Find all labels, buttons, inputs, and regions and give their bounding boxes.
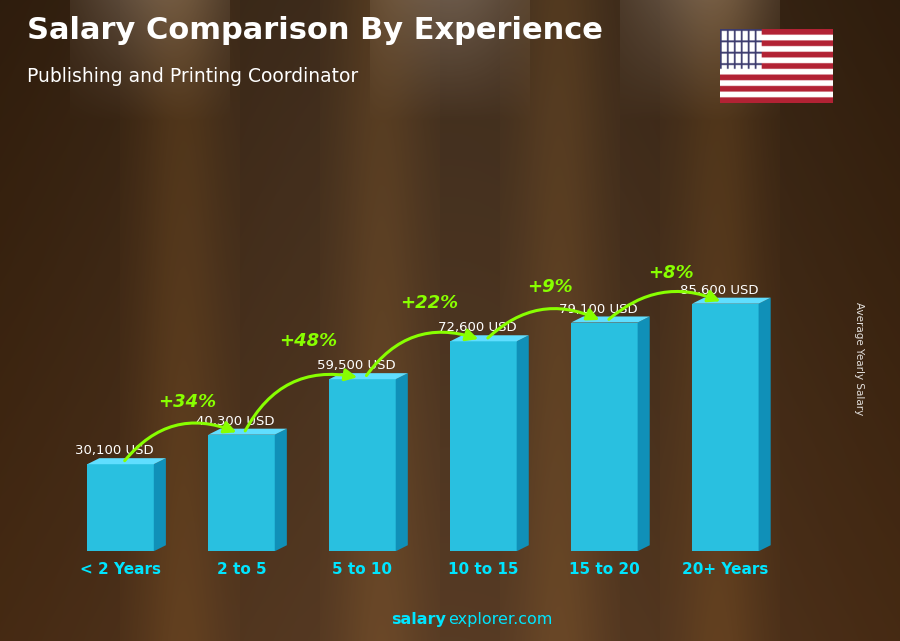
Polygon shape [154,458,166,551]
Text: 85,600 USD: 85,600 USD [680,284,759,297]
Text: Publishing and Printing Coordinator: Publishing and Printing Coordinator [27,67,358,87]
Text: +22%: +22% [400,294,458,312]
Text: 30,100 USD: 30,100 USD [76,444,154,457]
Text: 79,100 USD: 79,100 USD [559,303,637,315]
Text: +48%: +48% [279,332,338,351]
Polygon shape [329,373,408,379]
Polygon shape [208,435,274,551]
Text: Average Yearly Salary: Average Yearly Salary [854,303,865,415]
Polygon shape [692,304,759,551]
Polygon shape [692,297,770,304]
Polygon shape [450,341,517,551]
Polygon shape [450,335,529,341]
Text: +9%: +9% [527,278,572,296]
Text: 59,500 USD: 59,500 USD [317,360,396,372]
Text: explorer.com: explorer.com [448,612,553,627]
Polygon shape [759,297,770,551]
Text: 40,300 USD: 40,300 USD [196,415,274,428]
Polygon shape [572,322,637,551]
Text: +34%: +34% [158,394,216,412]
Text: salary: salary [392,612,446,627]
Text: Salary Comparison By Experience: Salary Comparison By Experience [27,16,603,45]
Text: +8%: +8% [648,264,694,282]
Polygon shape [517,335,529,551]
Polygon shape [87,464,154,551]
Polygon shape [208,429,287,435]
Polygon shape [396,373,408,551]
Polygon shape [274,429,287,551]
Polygon shape [637,317,650,551]
Text: 72,600 USD: 72,600 USD [438,321,517,335]
Polygon shape [572,317,650,322]
Polygon shape [87,458,166,464]
Polygon shape [329,379,396,551]
